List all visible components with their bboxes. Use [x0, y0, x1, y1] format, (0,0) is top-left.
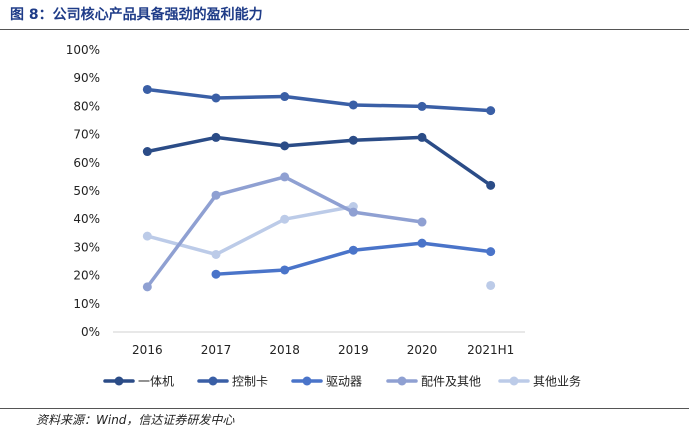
data-point: [486, 180, 496, 190]
legend-item: 驱动器: [291, 375, 362, 389]
series-2: [211, 238, 496, 279]
legend: 一体机 控制卡 驱动器 配件及其他 其他业务: [103, 374, 581, 389]
legend-item: 其他业务: [498, 374, 581, 389]
data-point: [211, 132, 221, 142]
figure-title: 图 8：公司核心产品具备强劲的盈利能力: [10, 7, 263, 23]
source-rule: [0, 408, 689, 409]
y-tick-label: 10%: [73, 297, 100, 311]
data-point: [211, 190, 221, 200]
y-tick-label: 50%: [73, 184, 100, 198]
data-point: [142, 231, 152, 241]
legend-label: 驱动器: [326, 375, 362, 389]
data-point: [211, 269, 221, 279]
y-tick-label: 20%: [73, 269, 100, 283]
y-tick-label: 40%: [73, 212, 100, 226]
legend-label: 一体机: [138, 375, 174, 389]
series-line: [145, 204, 356, 257]
series-0: [142, 132, 496, 190]
legend-marker: [208, 376, 218, 386]
x-tick-label: 2017: [201, 343, 232, 357]
data-point: [486, 106, 496, 116]
x-tick-label: 2019: [338, 343, 369, 357]
series-line: [145, 135, 493, 188]
y-tick-label: 70%: [73, 128, 100, 142]
legend-item: 控制卡: [197, 375, 268, 389]
series-line: [145, 87, 493, 113]
data-point: [142, 282, 152, 292]
legend-marker: [114, 376, 124, 386]
title-rule: [0, 29, 689, 30]
series-1: [142, 84, 496, 116]
legend-item: 一体机: [103, 375, 174, 389]
data-point: [280, 265, 290, 275]
legend-marker: [302, 376, 312, 386]
data-point: [211, 93, 221, 103]
x-tick-label: 2018: [269, 343, 300, 357]
data-point: [142, 84, 152, 94]
y-tick-label: 90%: [73, 71, 100, 85]
data-point: [280, 172, 290, 182]
y-axis: 0% 10% 20% 30% 40% 50% 60% 70% 80% 90% 100%: [66, 43, 100, 339]
x-tick-label: 2020: [407, 343, 438, 357]
data-point: [348, 135, 358, 145]
legend-label: 控制卡: [232, 375, 268, 389]
data-point: [417, 101, 427, 111]
data-point: [486, 247, 496, 257]
data-point: [417, 217, 427, 227]
source-note: 资料来源：Wind，信达证券研发中心: [36, 413, 235, 427]
legend-label: 配件及其他: [421, 375, 481, 389]
data-point: [280, 214, 290, 224]
y-tick-label: 60%: [73, 156, 100, 170]
legend-marker: [397, 376, 407, 386]
legend-marker: [509, 376, 519, 386]
x-axis: 2016 2017 2018 2019 2020 2021H1: [113, 331, 525, 357]
data-point: [348, 245, 358, 255]
line-chart: 0%10%20%30%40%50%60%70%80%90%100% 2016 20…: [66, 43, 581, 389]
data-point: [417, 238, 427, 248]
legend-item: 配件及其他: [386, 375, 481, 389]
data-point: [211, 249, 221, 259]
series-3: [142, 172, 427, 292]
y-tick-label: 80%: [73, 99, 100, 113]
data-point: [417, 132, 427, 142]
y-tick-label: 30%: [73, 240, 100, 254]
y-tick-label: 0%: [81, 325, 100, 339]
x-tick-label: 2021H1: [467, 343, 514, 357]
data-point: [280, 141, 290, 151]
data-point: [280, 92, 290, 102]
y-tick-label: 100%: [66, 43, 100, 57]
x-tick-label: 2016: [132, 343, 163, 357]
data-point: [486, 280, 496, 290]
legend-label: 其他业务: [533, 374, 581, 389]
series-layer: [142, 84, 496, 292]
data-point: [348, 207, 358, 217]
data-point: [142, 147, 152, 157]
data-point: [348, 100, 358, 110]
